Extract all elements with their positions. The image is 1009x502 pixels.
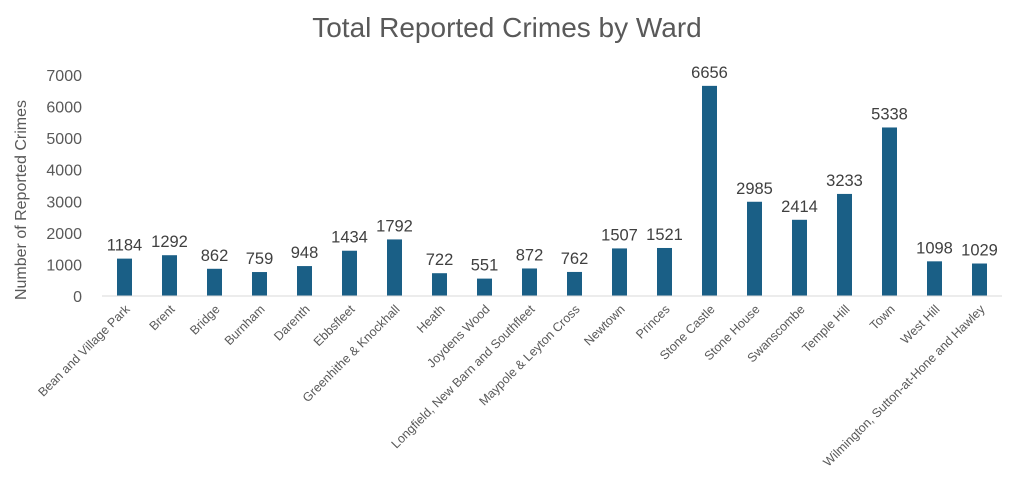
data-label: 862 [201, 247, 229, 265]
bars [117, 85, 987, 297]
bar [252, 272, 267, 296]
data-label: 1184 [107, 237, 142, 255]
data-label: 1521 [646, 226, 683, 244]
y-tick-label: 5000 [46, 131, 82, 148]
bar [162, 255, 177, 296]
data-label: 1434 [331, 229, 368, 247]
data-label: 1792 [376, 217, 413, 235]
data-label: 948 [291, 244, 319, 262]
bar [477, 278, 492, 296]
category-labels: Bean and Village Park Brent Bridge Burnham D… [35, 302, 988, 470]
bar [972, 263, 987, 296]
data-label: 6656 [691, 64, 728, 82]
x-tick-label: Bean and Village Park [35, 302, 133, 400]
data-label: 1292 [151, 233, 188, 251]
data-label: 762 [561, 250, 589, 268]
y-tick-label: 7000 [46, 68, 82, 85]
x-tick-label: Ebbsfleet [311, 302, 358, 349]
x-tick-label: Heath [414, 302, 448, 336]
y-tick-label: 6000 [46, 100, 82, 117]
bar [207, 268, 222, 296]
y-tick-label: 2000 [46, 226, 82, 243]
x-tick-label: West Hill [898, 302, 943, 347]
bar [927, 261, 942, 296]
y-tick-label: 3000 [46, 194, 82, 211]
bar [522, 268, 537, 296]
y-axis-ticks: 0 1000 2000 3000 4000 5000 6000 7000 [46, 68, 82, 306]
data-label: 1029 [961, 242, 998, 260]
bar [567, 271, 582, 296]
x-tick-label: Wilmington, Sutton-at-Hone and Hawley [821, 302, 989, 470]
bar [747, 201, 762, 296]
bar [882, 127, 897, 297]
x-tick-label: Town [867, 302, 898, 333]
y-tick-label: 4000 [46, 163, 82, 180]
bar [702, 85, 717, 297]
data-label: 1507 [601, 226, 638, 244]
x-tick-label: Princes [633, 302, 672, 341]
data-labels: 1184 1292 862 759 948 1434 1792 722 551 872 762 150… [107, 64, 998, 275]
bar [297, 266, 312, 296]
x-tick-label: Newtown [581, 302, 627, 348]
chart-title: Total Reported Crimes by Ward [312, 12, 702, 43]
x-tick-label: Darenth [271, 302, 312, 343]
bar [387, 239, 402, 296]
data-label: 759 [246, 250, 274, 268]
data-label: 551 [471, 257, 499, 275]
x-tick-label: Temple Hill [799, 302, 852, 355]
data-label: 722 [426, 251, 454, 269]
bar [432, 273, 447, 296]
data-label: 2985 [736, 180, 773, 198]
x-tick-label: Bridge [187, 302, 222, 337]
bar [837, 193, 852, 296]
y-tick-label: 1000 [46, 257, 82, 274]
x-tick-label: Brent [147, 302, 178, 333]
data-label: 2414 [781, 198, 818, 216]
y-tick-label: 0 [73, 289, 82, 306]
data-label: 1098 [916, 239, 953, 257]
bar [792, 219, 807, 296]
bar [342, 250, 357, 296]
bar [612, 248, 627, 296]
data-label: 3233 [826, 172, 863, 190]
x-tick-label: Burnham [222, 302, 268, 348]
y-axis-label: Number of Reported Crimes [13, 100, 30, 300]
bar [657, 247, 672, 296]
data-label: 872 [516, 246, 544, 264]
data-label: 5338 [871, 105, 908, 123]
bar [117, 258, 132, 296]
